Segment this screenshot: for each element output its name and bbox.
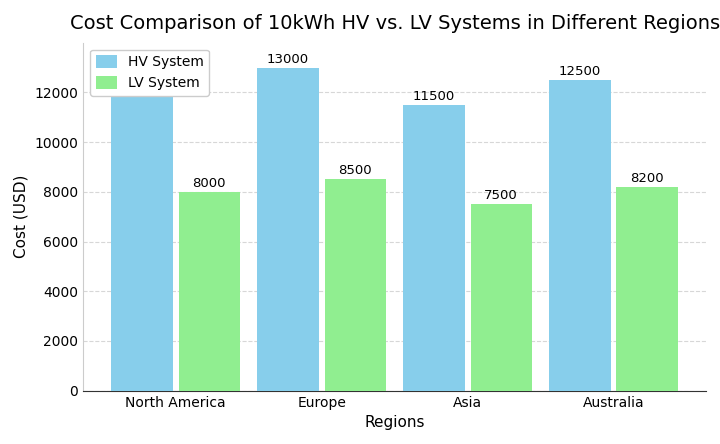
Bar [616,187,678,391]
Legend: HV System, LV System: HV System, LV System [90,50,209,96]
Y-axis label: Cost (USD): Cost (USD) [14,175,29,258]
Text: 12500: 12500 [559,65,601,78]
Text: 7500: 7500 [485,189,518,202]
Text: 8200: 8200 [630,172,664,185]
Text: 13000: 13000 [267,53,309,66]
Bar [471,204,532,391]
Text: 12000: 12000 [121,78,163,91]
Bar [549,80,611,391]
Text: 8000: 8000 [192,177,226,190]
Text: 11500: 11500 [413,90,455,103]
Bar [403,105,464,391]
Text: 8500: 8500 [338,164,372,178]
Bar [258,67,319,391]
Title: Cost Comparison of 10kWh HV vs. LV Systems in Different Regions: Cost Comparison of 10kWh HV vs. LV Syste… [70,14,720,33]
X-axis label: Regions: Regions [364,415,425,430]
Bar [325,179,386,391]
Bar [179,192,240,391]
Bar [112,92,173,391]
